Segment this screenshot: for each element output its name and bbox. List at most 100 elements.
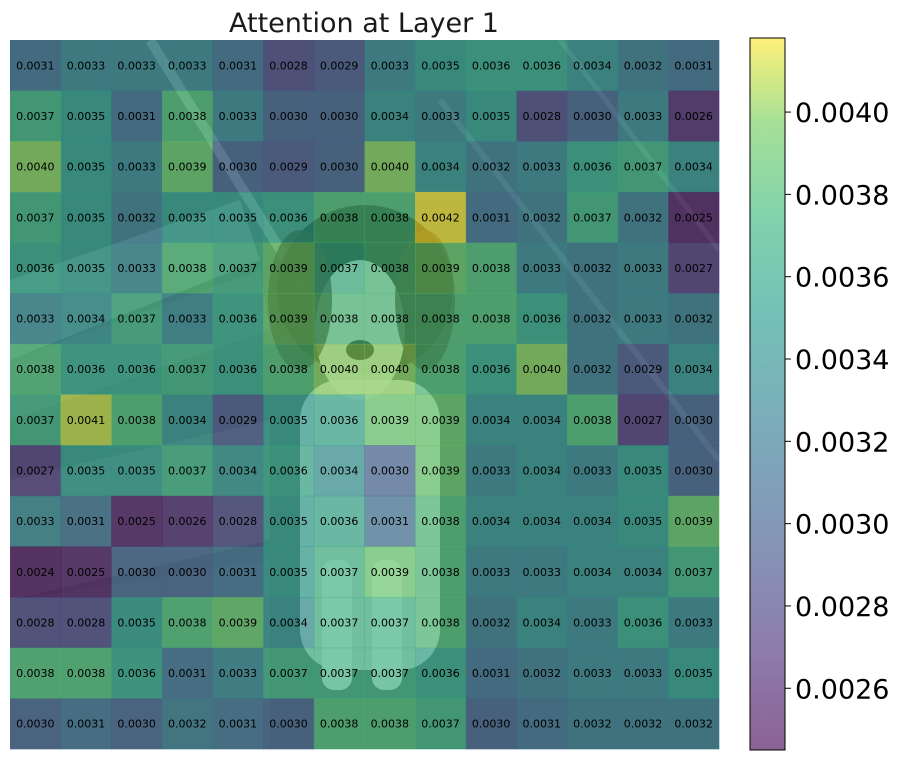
heatmap-cell-label: 0.0037 [371,667,410,680]
heatmap-cell-label: 0.0036 [523,59,562,72]
heatmap-cell-label: 0.0031 [371,515,410,528]
heatmap-cell-label: 0.0034 [168,414,207,427]
heatmap-cell-label: 0.0034 [320,464,359,477]
heatmap-cell-label: 0.0033 [219,667,258,680]
heatmap-cell-label: 0.0033 [117,161,156,174]
heatmap-cell-label: 0.0037 [421,718,460,731]
heatmap-cell-label: 0.0035 [269,414,308,427]
heatmap-cell-label: 0.0038 [269,363,308,376]
heatmap-cell-label: 0.0032 [573,718,612,731]
heatmap-cell-label: 0.0034 [573,59,612,72]
heatmap-cell-label: 0.0033 [67,59,106,72]
heatmap-cell-label: 0.0032 [523,211,562,224]
heatmap-cell-label: 0.0029 [320,59,359,72]
heatmap-cell-label: 0.0025 [67,566,106,579]
heatmap-cell-label: 0.0037 [219,262,258,275]
heatmap-cell-label: 0.0033 [624,262,663,275]
heatmap-cell-label: 0.0041 [67,414,106,427]
heatmap-cell-label: 0.0040 [320,363,359,376]
heatmap-cell-label: 0.0035 [219,211,258,224]
heatmap-cell-label: 0.0036 [523,313,562,326]
heatmap-cell-label: 0.0033 [168,313,207,326]
heatmap-cell-label: 0.0033 [573,464,612,477]
heatmap-cell-label: 0.0030 [117,566,156,579]
colorbar-gradient [750,38,785,750]
heatmap-cell-label: 0.0035 [674,667,713,680]
heatmap-cell-label: 0.0036 [67,363,106,376]
heatmap-cell-label: 0.0040 [16,161,55,174]
heatmap-cell-label: 0.0035 [624,464,663,477]
heatmap-cell-label: 0.0036 [219,363,258,376]
heatmap-cell-label: 0.0035 [168,211,207,224]
heatmap-cell-label: 0.0037 [320,616,359,629]
heatmap-cell-label: 0.0025 [117,515,156,528]
heatmap-cell-label: 0.0031 [472,211,511,224]
heatmap-cell-label: 0.0042 [421,211,460,224]
heatmap-cell-label: 0.0035 [67,161,106,174]
heatmap-cell-label: 0.0034 [573,566,612,579]
heatmap-cell-label: 0.0033 [371,59,410,72]
heatmap-cell-label: 0.0031 [523,718,562,731]
heatmap-cell-label: 0.0036 [421,667,460,680]
heatmap-cell-label: 0.0039 [371,414,410,427]
heatmap-cell-label: 0.0037 [168,363,207,376]
heatmap-cell-label: 0.0030 [371,464,410,477]
heatmap-cell-label: 0.0036 [472,59,511,72]
heatmap-cell-label: 0.0033 [219,110,258,123]
heatmap-cell-label: 0.0038 [472,313,511,326]
heatmap-cell-label: 0.0031 [219,566,258,579]
heatmap-cell-label: 0.0031 [16,59,55,72]
heatmap-cell-label: 0.0038 [472,262,511,275]
heatmap-cell-label: 0.0033 [117,262,156,275]
heatmap-cell-label: 0.0038 [320,718,359,731]
heatmap-cell-label: 0.0037 [674,566,713,579]
heatmap-cell-label: 0.0034 [67,313,106,326]
heatmap-cell-label: 0.0033 [573,667,612,680]
heatmap-cell-label: 0.0025 [674,211,713,224]
heatmap-cell-label: 0.0034 [472,414,511,427]
heatmap-cell-label: 0.0032 [624,718,663,731]
heatmap-cell-label: 0.0035 [117,464,156,477]
heatmap-cell-label: 0.0033 [523,262,562,275]
colorbar-tick-label: 0.0040 [795,98,889,129]
heatmap-cell-label: 0.0037 [16,110,55,123]
heatmap-cell-label: 0.0038 [16,667,55,680]
heatmap-cell-label: 0.0040 [523,363,562,376]
heatmap-cell-label: 0.0034 [523,414,562,427]
heatmap-cell-label: 0.0033 [523,161,562,174]
heatmap-cell-label: 0.0032 [523,667,562,680]
heatmap-cell-label: 0.0024 [16,566,55,579]
heatmap-cell-label: 0.0029 [269,161,308,174]
heatmap-cell-label: 0.0034 [674,161,713,174]
colorbar-tick-label: 0.0028 [795,592,889,623]
heatmap-cell-label: 0.0031 [67,515,106,528]
heatmap-cell-label: 0.0028 [269,59,308,72]
heatmap-cell-label: 0.0035 [472,110,511,123]
heatmap-cell-label: 0.0038 [421,363,460,376]
heatmap-cell-label: 0.0034 [269,616,308,629]
heatmap-cell-label: 0.0034 [624,566,663,579]
heatmap-cell-label: 0.0038 [371,313,410,326]
heatmap-cell-label: 0.0033 [168,59,207,72]
heatmap-cell-label: 0.0039 [371,566,410,579]
heatmap-cell-label: 0.0030 [320,110,359,123]
heatmap-cell-label: 0.0038 [67,667,106,680]
heatmap-cell-label: 0.0034 [371,110,410,123]
heatmap-cell-label: 0.0034 [523,464,562,477]
heatmap-cell-label: 0.0038 [421,313,460,326]
heatmap-cell-label: 0.0033 [16,313,55,326]
heatmap-cell-label: 0.0036 [320,515,359,528]
heatmap-cell-label: 0.0031 [219,718,258,731]
heatmap-cell-label: 0.0032 [674,313,713,326]
heatmap-cell-label: 0.0034 [523,515,562,528]
colorbar-tick-label: 0.0034 [795,345,889,376]
heatmap-cell-label: 0.0035 [67,464,106,477]
heatmap-cell-label: 0.0032 [573,363,612,376]
colorbar-tick-label: 0.0032 [795,427,889,458]
heatmap-cell-label: 0.0037 [16,414,55,427]
heatmap-cell-label: 0.0032 [624,59,663,72]
heatmap-cell-label: 0.0036 [117,363,156,376]
heatmap-cell-label: 0.0030 [674,464,713,477]
heatmap-cell-label: 0.0031 [219,59,258,72]
